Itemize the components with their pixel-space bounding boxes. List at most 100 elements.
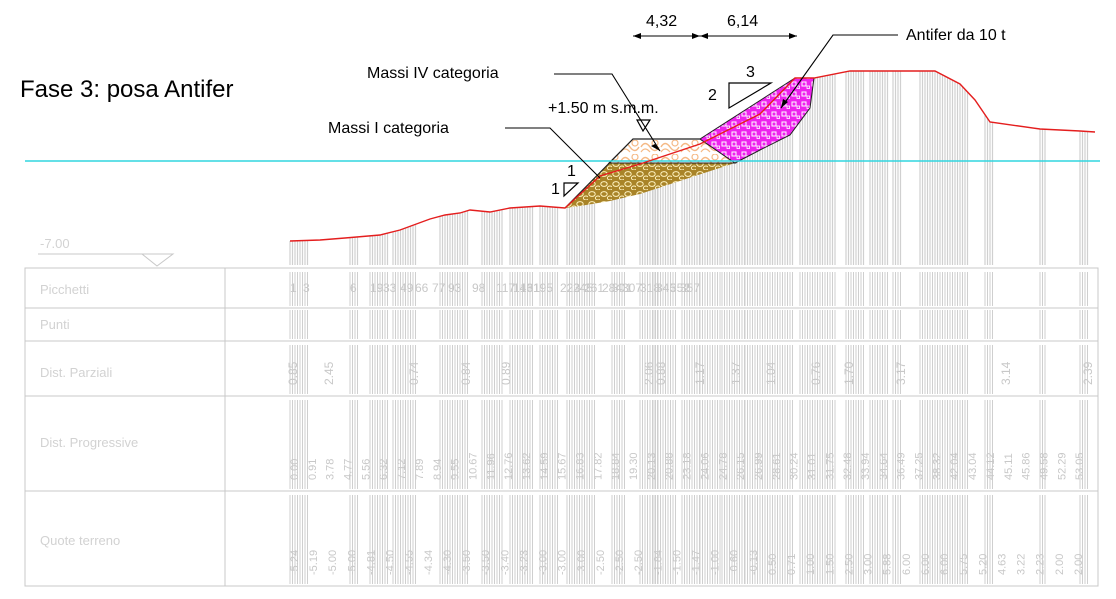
quota-terreno-label: -1.50	[671, 550, 683, 575]
dist-progressiva-label: 24.78	[717, 452, 729, 480]
picchetto-label: 284	[602, 281, 622, 295]
dist-progressiva-label: 20.13	[646, 452, 658, 480]
quota-terreno-label: -0.60	[729, 550, 741, 575]
picchetto-label: 345	[656, 281, 676, 295]
quota-terreno-label: 6.00	[901, 554, 913, 575]
quota-terreno-label: -3.00	[557, 550, 569, 575]
picchetto-label: 66	[415, 281, 429, 295]
quota-terreno-label: 3.22	[1016, 554, 1028, 575]
table-tick-lines	[289, 272, 1088, 584]
quota-terreno-label: -4.50	[385, 550, 397, 575]
quota-terreno-label: 2.23	[1035, 554, 1047, 575]
dist-parziale-label: 2.06	[642, 361, 656, 385]
datum-triangle-icon	[140, 253, 175, 267]
dist-parziale-label: 2.45	[322, 361, 336, 385]
dist-progressiva-label: 49.58	[1038, 452, 1050, 480]
dist-progressiva-label: 23.18	[682, 452, 694, 480]
datum-label: -7.00	[40, 236, 70, 251]
quota-terreno-label: 1.50	[824, 554, 836, 575]
dist-progressiva-label: 52.29	[1056, 452, 1068, 480]
dist-progressiva-label: 6.32	[378, 459, 390, 480]
dist-parziale-label: 1.17	[693, 361, 707, 385]
row-parziali-values: 0.85 2.45 0.74 0.84 0.89 2.060.88 1.17 1.37 1.04…	[286, 361, 1095, 385]
dist-parziale-label: 3.14	[999, 361, 1013, 385]
dist-progressiva-label: 7.12	[396, 459, 408, 480]
quota-terreno-label: -1.00	[710, 550, 722, 575]
picchetto-label: 352	[670, 281, 690, 295]
dist-progressiva-label: 26.99	[753, 452, 765, 480]
row-label-quote-terreno: Quote terreno	[40, 533, 120, 548]
picchetto-label: 1	[290, 281, 297, 295]
row-label-picchetti: Picchetti	[40, 282, 89, 297]
dist-progressiva-label: 30.24	[789, 452, 801, 480]
picchetto-label: 33	[383, 281, 397, 295]
quota-terreno-label: -5.24	[289, 550, 301, 575]
dist-progressiva-label: 45.11	[1003, 453, 1015, 480]
dist-progressiva-label: 33.94	[860, 452, 872, 480]
label-elevation: +1.50 m s.m.m.	[548, 100, 659, 117]
picchetto-label: 117	[496, 281, 515, 295]
row-quote-values: -5.24 -5.19 -5.00 -5.00 -4.81 -4.50 -4.55 -4.34…	[289, 550, 1085, 575]
quota-terreno-label: -4.30	[442, 550, 454, 575]
dist-progressiva-label: 0.91	[307, 459, 319, 480]
page-title: Fase 3: posa Antifer	[20, 76, 233, 103]
picchetto-label: 6	[350, 281, 357, 295]
slope-front-triangle-icon	[563, 182, 580, 198]
quota-terreno-label: 0.71	[786, 554, 798, 575]
dist-progressiva-label: 28.61	[771, 452, 783, 480]
leader-arrow-massi-iv	[651, 144, 660, 151]
label-massi-i: Massi I categoria	[328, 120, 449, 137]
dist-progressiva-label: 34.64	[878, 452, 890, 480]
picchetto-label: 98	[472, 281, 486, 295]
picchetto-label: 77	[432, 281, 446, 295]
picchetto-label: 195	[533, 281, 553, 295]
dist-progressiva-label: 53.05	[1074, 452, 1086, 480]
picchetto-label: 143	[513, 281, 533, 295]
dist-progressiva-label: 32.48	[842, 452, 854, 480]
leader-massi-iv	[554, 73, 661, 152]
picchetto-label: 161	[520, 281, 540, 295]
quota-terreno-label: -0.13	[748, 550, 760, 575]
terrain-profile-line	[289, 70, 1096, 242]
label-massi-iv: Massi IV categoria	[367, 65, 499, 82]
dimension-arrow-left	[633, 33, 641, 39]
dist-parziale-label: 0.84	[459, 361, 473, 385]
dist-progressiva-label: 31.01	[806, 452, 818, 480]
quota-terreno-label: -3.50	[461, 550, 473, 575]
dist-progressiva-label: 17.82	[592, 452, 604, 480]
label-antifer: Antifer da 10 t	[906, 27, 1006, 44]
dist-progressiva-label: 5.56	[360, 459, 372, 480]
quota-terreno-label: 2.00	[1054, 554, 1066, 575]
quota-terreno-label: 5.20	[977, 554, 989, 575]
picchetto-label: 318	[640, 281, 660, 295]
leader-massi-i	[505, 127, 601, 179]
dist-progressiva-label: 31.75	[824, 452, 836, 480]
dist-parziale-label: 1.04	[764, 361, 778, 385]
dist-progressiva-label: 16.83	[575, 452, 587, 480]
dist-progressiva-label: 43.04	[967, 452, 979, 480]
elevation-triangle-icon	[635, 119, 652, 133]
structure-outline	[564, 138, 700, 209]
dist-parziale-label: 1.37	[729, 361, 743, 385]
dist-progressiva-label: 44.12	[985, 452, 997, 480]
quota-terreno-label: 2.50	[843, 554, 855, 575]
dist-progressiva-label: 3.78	[325, 459, 337, 480]
dist-progressiva-label: 38.32	[931, 452, 943, 480]
dist-progressiva-label: 13.62	[521, 452, 533, 480]
slope-front-h: 1	[551, 181, 560, 198]
picchetto-label: 223	[560, 281, 580, 295]
leader-antifer	[780, 34, 898, 109]
quota-terreno-label: 6.00	[920, 554, 932, 575]
quota-terreno-label: -5.19	[308, 550, 320, 575]
row-label-dist-parziali: Dist. Parziali	[40, 365, 112, 380]
quota-terreno-label: -2.50	[595, 550, 607, 575]
dist-progressiva-label: 8.94	[432, 459, 444, 480]
picchetto-label: 3	[303, 281, 310, 295]
quota-terreno-label: -3.50	[480, 550, 492, 575]
quota-terreno-label: -4.34	[423, 550, 435, 575]
quota-terreno-label: 1.00	[805, 554, 817, 575]
dimension-arrow-right	[789, 33, 797, 39]
picchetto-label: 93	[448, 281, 462, 295]
